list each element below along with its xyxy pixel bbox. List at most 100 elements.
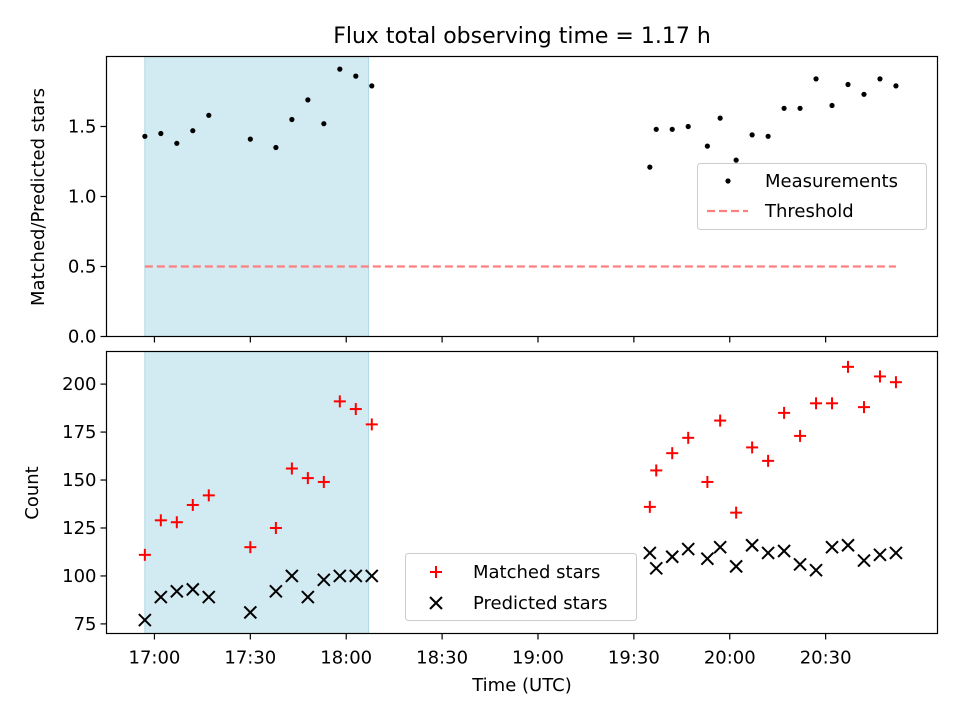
matched-star-point — [778, 406, 791, 419]
predicted-legend-marker — [429, 596, 443, 610]
matched-star-point — [170, 516, 183, 529]
measurement-point — [369, 83, 375, 89]
matched-star-point — [365, 418, 378, 431]
y-tick-label: 0.5 — [68, 257, 97, 278]
ratio-y-axis-label: Matched/Predicted stars — [28, 88, 49, 306]
matched-legend-label: Matched stars — [473, 562, 600, 583]
matched-star-point — [138, 548, 151, 561]
matched-star-point — [349, 403, 362, 416]
measurement-point — [765, 133, 771, 139]
x-tick-label: 19:30 — [608, 648, 660, 669]
predicted-star-point — [643, 546, 657, 560]
matched-star-point — [269, 521, 282, 534]
y-tick-label: 0.0 — [68, 327, 97, 348]
measurements-legend-marker — [725, 178, 731, 184]
measurement-point — [797, 105, 803, 111]
measurement-point — [685, 123, 691, 130]
measurement-point — [190, 128, 196, 134]
y-tick-label: 125 — [62, 518, 96, 539]
measurement-point — [829, 102, 835, 109]
measurement-point — [845, 81, 851, 88]
predicted-star-point — [243, 605, 258, 620]
measurement-point — [749, 132, 755, 138]
matched-star-point — [186, 498, 199, 511]
predicted-star-point — [301, 590, 315, 604]
measurements-legend-label: Measurements — [765, 171, 898, 192]
matched-star-point — [730, 506, 743, 519]
count-legend: Matched stars Predicted stars — [405, 553, 637, 621]
ratio-panel: 0.0 0.5 1.0 1.5 Matched/Predicted stars Mea… — [28, 55, 939, 348]
predicted-star-point — [681, 542, 695, 556]
matched-star-point — [714, 414, 727, 427]
predicted-star-point — [665, 550, 679, 564]
x-tick-label: 20:00 — [704, 648, 756, 669]
y-tick-label: 175 — [62, 422, 96, 443]
measurement-point — [353, 73, 359, 79]
predicted-star-point — [202, 590, 216, 604]
matched-star-point — [244, 541, 257, 554]
y-tick-label: 75 — [74, 614, 97, 635]
matched-legend-marker — [430, 566, 442, 578]
predicted-star-point — [745, 538, 759, 552]
matched-star-point — [794, 429, 807, 442]
matched-star-point — [301, 472, 314, 485]
predicted-star-point — [825, 540, 839, 554]
matched-star-point — [810, 397, 823, 410]
count-panel: 75 100 125 150 175 200 17:00 17:30 18:00 18:30 19… — [22, 350, 939, 696]
measurement-point — [781, 105, 787, 111]
matched-star-point — [857, 401, 870, 414]
x-tick-label: 20:30 — [800, 648, 852, 669]
x-tick-label: 19:00 — [512, 648, 564, 669]
measurement-point — [669, 126, 675, 132]
measurement-point — [289, 116, 295, 123]
matched-star-point — [889, 376, 902, 389]
matched-star-point — [873, 370, 886, 383]
count-y-axis-label: Count — [22, 466, 43, 519]
predicted-star-point — [285, 569, 299, 583]
measurement-point — [704, 143, 710, 149]
matched-star-point — [826, 397, 839, 410]
predicted-star-point — [138, 613, 152, 627]
matched-star-point — [317, 475, 330, 488]
ratio-legend: Measurements Threshold — [697, 163, 927, 230]
predicted-star-point — [649, 561, 663, 575]
x-tick-label: 18:00 — [320, 648, 372, 669]
predicted-star-point — [333, 569, 347, 583]
measurement-point — [877, 76, 883, 82]
matched-star-point — [762, 454, 775, 467]
measurement-point — [813, 76, 819, 82]
predicted-star-point — [349, 569, 363, 583]
matched-star-point — [842, 360, 855, 373]
matched-star-point — [666, 447, 679, 460]
predicted-star-point — [365, 569, 379, 583]
matched-star-point — [285, 462, 298, 475]
predicted-star-point — [873, 548, 887, 562]
measurement-point — [206, 112, 212, 118]
measurement-point — [321, 121, 327, 127]
measurement-point — [142, 133, 148, 139]
predicted-star-point — [170, 584, 184, 599]
predicted-star-point — [729, 559, 743, 574]
predicted-star-point — [154, 590, 168, 604]
x-axis-label: Time (UTC) — [471, 675, 572, 696]
measurement-point — [305, 97, 311, 103]
chart-title: Flux total observing time = 1.17 h — [333, 24, 711, 49]
observing-window-shade — [144, 56, 370, 337]
count-panel-frame — [105, 350, 939, 635]
y-tick-label: 1.5 — [68, 117, 97, 138]
matched-star-point — [650, 464, 663, 477]
predicted-star-point — [809, 563, 823, 577]
measurement-point — [647, 164, 653, 170]
measurement-point — [733, 157, 739, 163]
measurement-point — [247, 136, 253, 142]
x-tick-label: 17:00 — [129, 648, 181, 669]
measurement-point — [337, 66, 343, 72]
ratio-legend-box — [697, 163, 927, 230]
y-tick-label: 150 — [62, 470, 96, 491]
predicted-star-point — [761, 546, 775, 560]
predicted-star-point — [777, 544, 791, 558]
x-tick-label: 18:30 — [416, 648, 468, 669]
measurement-point — [653, 126, 659, 132]
y-tick-label: 100 — [62, 566, 96, 587]
